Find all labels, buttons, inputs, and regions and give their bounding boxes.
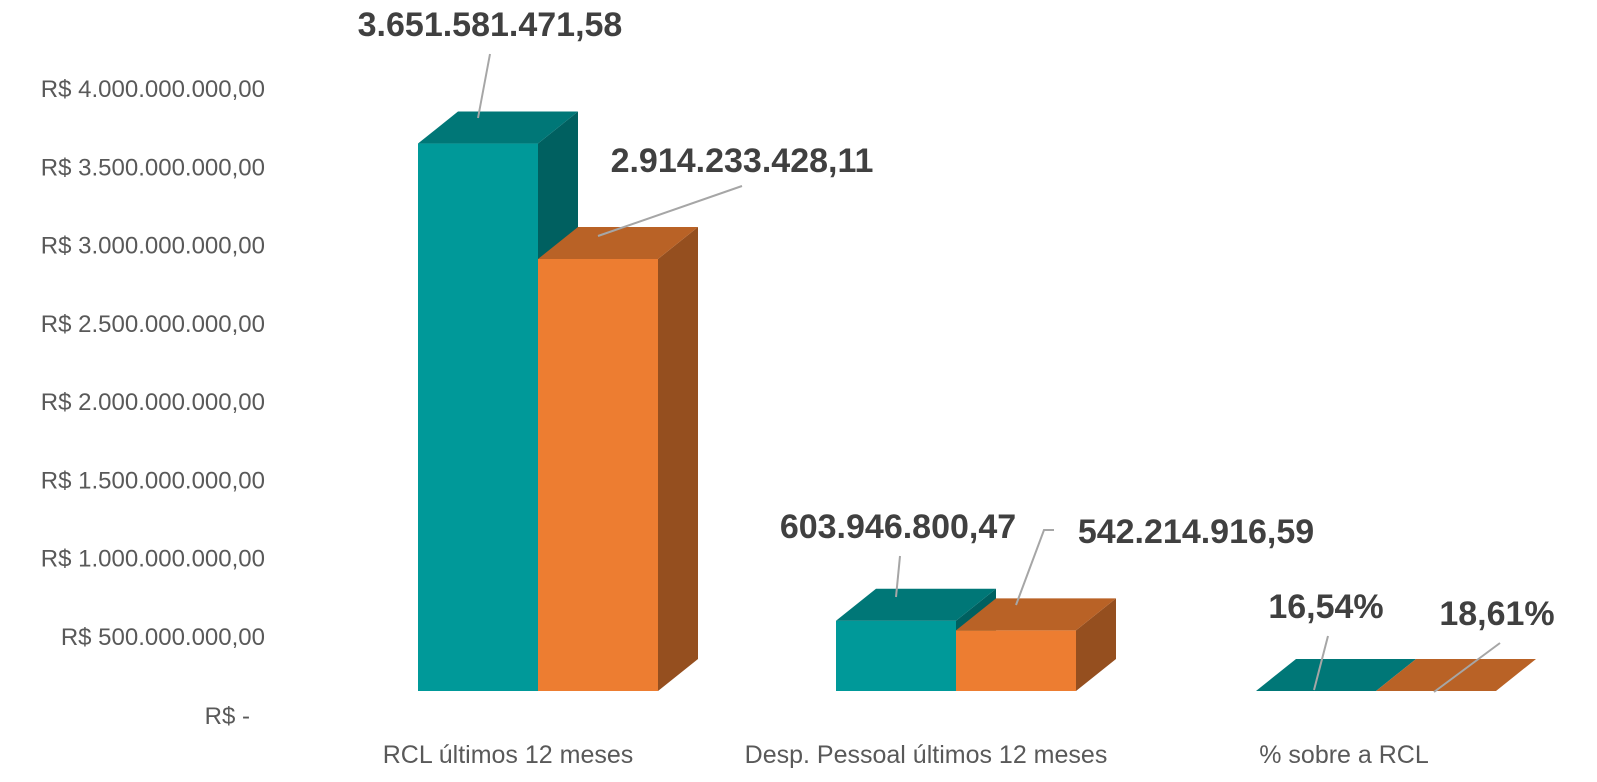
- bar-top: [956, 598, 1116, 631]
- y-tick-label: R$ 2.000.000.000,00: [41, 389, 265, 416]
- bar: [956, 598, 1116, 691]
- y-tick-label: R$ 1.000.000.000,00: [41, 546, 265, 573]
- data-label: 16,54%: [1268, 588, 1383, 626]
- data-label: 18,61%: [1439, 595, 1554, 633]
- data-label: 2.914.233.428,11: [611, 142, 874, 180]
- y-tick-label: R$ 500.000.000,00: [61, 624, 265, 651]
- bar-top: [1256, 659, 1416, 691]
- data-label: 542.214.916,59: [1078, 513, 1314, 551]
- bar-side: [658, 227, 698, 691]
- leader-line: [477, 53, 491, 119]
- leader-line: [1313, 635, 1329, 691]
- leader-line: [895, 555, 901, 598]
- bar: [1256, 659, 1416, 691]
- bar: [538, 227, 698, 691]
- bar-front: [418, 143, 538, 692]
- y-axis: R$ 4.000.000.000,00 R$ 3.500.000.000,00 R$…: [41, 76, 265, 730]
- y-tick-label: R$ 3.500.000.000,00: [41, 154, 265, 181]
- leader-line: [1015, 529, 1054, 606]
- bar-top: [418, 111, 578, 144]
- y-tick-label: R$ -: [205, 703, 250, 730]
- bar-top: [836, 588, 996, 621]
- y-tick-label: R$ 1.500.000.000,00: [41, 467, 265, 494]
- x-category-label: Desp. Pessoal últimos 12 meses: [745, 741, 1108, 769]
- x-category-label: RCL últimos 12 meses: [383, 741, 634, 769]
- data-labels: 3.651.581.471,58 603.946.800,47 16,54% 2.91…: [358, 6, 1555, 633]
- bar-front: [538, 259, 658, 691]
- leader-line: [1433, 642, 1501, 693]
- y-tick-label: R$ 3.000.000.000,00: [41, 233, 265, 260]
- leader-line: [597, 185, 743, 237]
- data-label-leaders: [477, 53, 1501, 693]
- data-label: 3.651.581.471,58: [358, 6, 623, 44]
- x-category-label: % sobre a RCL: [1259, 741, 1429, 769]
- y-tick-label: R$ 4.000.000.000,00: [41, 76, 265, 103]
- y-tick-label: R$ 2.500.000.000,00: [41, 311, 265, 338]
- bar-top: [538, 227, 698, 260]
- data-label: 603.946.800,47: [780, 508, 1016, 546]
- x-axis: RCL últimos 12 meses Desp. Pessoal último…: [383, 741, 1429, 769]
- bar-front: [836, 620, 956, 691]
- bar-front: [956, 630, 1076, 691]
- bars: [418, 111, 1536, 692]
- bar-side: [1076, 598, 1116, 691]
